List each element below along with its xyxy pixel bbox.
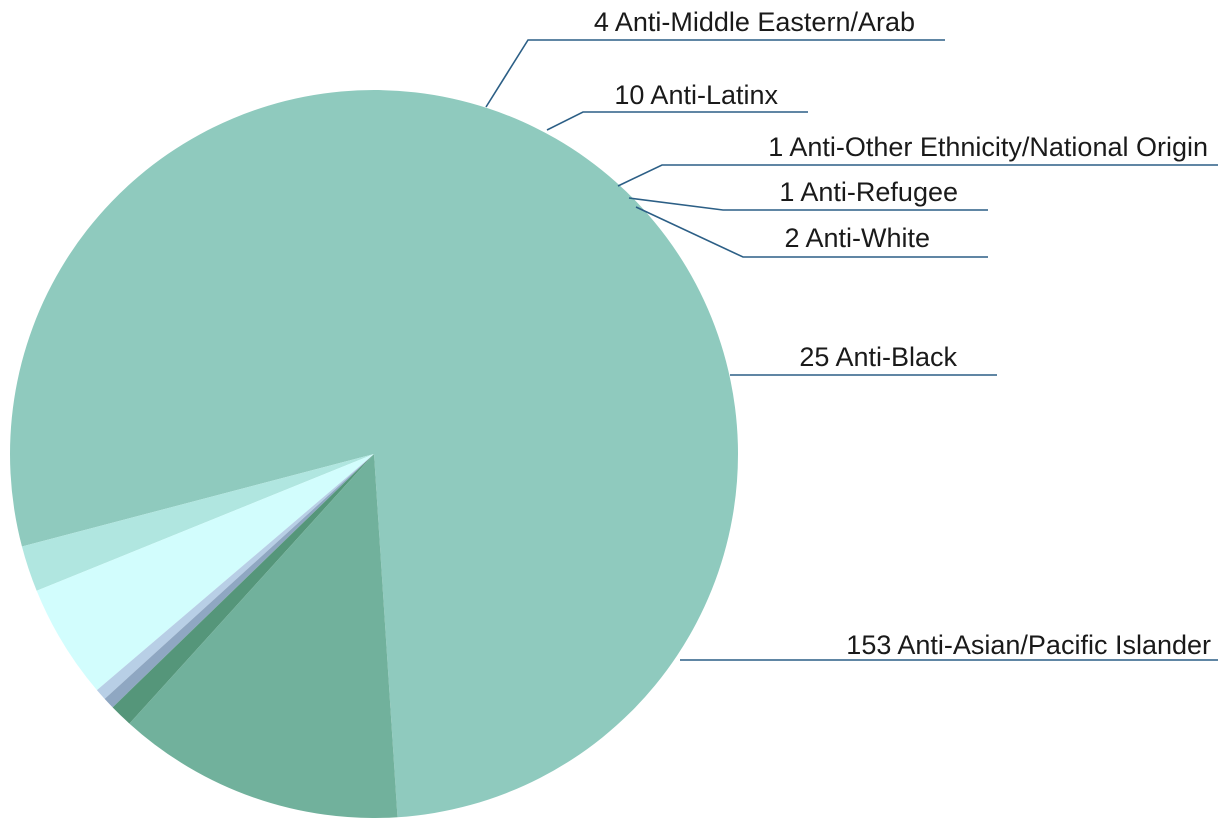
leader-line bbox=[617, 164, 1218, 187]
slice-label: 4 Anti-Middle Eastern/Arab bbox=[594, 7, 915, 37]
leader-lines bbox=[485, 39, 1218, 661]
slice-label: 153 Anti-Asian/Pacific Islander bbox=[846, 630, 1211, 660]
pie-slice bbox=[96, 454, 374, 699]
pie-slices bbox=[10, 89, 739, 818]
pie-slice bbox=[112, 454, 374, 724]
pie-slice bbox=[10, 89, 739, 818]
pie-slice bbox=[21, 454, 374, 591]
leader-line bbox=[635, 206, 988, 258]
leader-line bbox=[546, 111, 808, 131]
slice-label: 1 Anti-Other Ethnicity/National Origin bbox=[768, 132, 1208, 162]
pie-slice bbox=[104, 454, 375, 708]
slice-label: 2 Anti-White bbox=[784, 223, 930, 253]
pie-slice bbox=[36, 454, 375, 691]
slice-labels: 153 Anti-Asian/Pacific Islander 4 Anti-Mi… bbox=[594, 7, 1211, 660]
leader-line bbox=[485, 39, 945, 108]
leader-line bbox=[628, 197, 988, 211]
slice-label: 10 Anti-Latinx bbox=[614, 80, 778, 110]
pie-slice bbox=[129, 454, 398, 818]
slice-label: 1 Anti-Refugee bbox=[779, 177, 958, 207]
slice-label: 25 Anti-Black bbox=[799, 342, 957, 372]
